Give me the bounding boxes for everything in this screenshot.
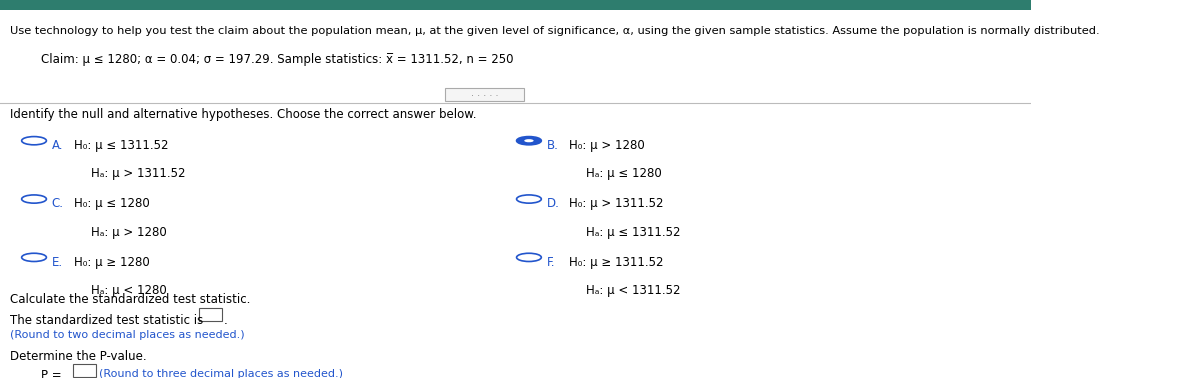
Text: .: . (223, 314, 228, 327)
Text: E.: E. (52, 256, 62, 269)
Bar (199, 308, 222, 321)
Circle shape (516, 253, 541, 262)
Text: H₀: μ > 1280: H₀: μ > 1280 (569, 139, 644, 152)
Text: Hₐ: μ < 1311.52: Hₐ: μ < 1311.52 (586, 284, 680, 297)
FancyBboxPatch shape (0, 0, 1031, 10)
Circle shape (22, 136, 47, 145)
Circle shape (516, 195, 541, 203)
Text: Calculate the standardized test statistic.: Calculate the standardized test statisti… (11, 293, 251, 307)
Text: . . . . .: . . . . . (470, 88, 498, 98)
Bar (73, 364, 96, 377)
Text: Identify the null and alternative hypotheses. Choose the correct answer below.: Identify the null and alternative hypoth… (11, 108, 476, 121)
Circle shape (516, 136, 541, 145)
Text: D.: D. (546, 197, 559, 210)
Text: B.: B. (546, 139, 558, 152)
Text: Hₐ: μ > 1311.52: Hₐ: μ > 1311.52 (91, 167, 185, 180)
Circle shape (22, 195, 47, 203)
Text: Claim: μ ≤ 1280; α = 0.04; σ = 197.29. Sample statistics: x̅ = 1311.52, n = 250: Claim: μ ≤ 1280; α = 0.04; σ = 197.29. S… (41, 53, 514, 66)
Text: Determine the P-value.: Determine the P-value. (11, 350, 146, 363)
Text: The standardized test statistic is: The standardized test statistic is (11, 314, 204, 327)
Text: P =: P = (41, 369, 62, 378)
Bar (445, 88, 523, 101)
Text: A.: A. (52, 139, 64, 152)
Circle shape (524, 139, 534, 142)
Text: Hₐ: μ ≤ 1311.52: Hₐ: μ ≤ 1311.52 (586, 226, 680, 239)
Text: C.: C. (52, 197, 64, 210)
Text: Use technology to help you test the claim about the population mean, μ, at the g: Use technology to help you test the clai… (11, 26, 1100, 36)
Text: (Round to three decimal places as needed.): (Round to three decimal places as needed… (98, 369, 343, 378)
Text: H₀: μ ≤ 1280: H₀: μ ≤ 1280 (74, 197, 150, 210)
Text: Hₐ: μ > 1280: Hₐ: μ > 1280 (91, 226, 167, 239)
Text: H₀: μ ≥ 1311.52: H₀: μ ≥ 1311.52 (569, 256, 664, 269)
Text: H₀: μ > 1311.52: H₀: μ > 1311.52 (569, 197, 664, 210)
Text: H₀: μ ≥ 1280: H₀: μ ≥ 1280 (74, 256, 150, 269)
Text: (Round to two decimal places as needed.): (Round to two decimal places as needed.) (11, 330, 245, 340)
Text: F.: F. (546, 256, 554, 269)
Circle shape (22, 253, 47, 262)
Text: Hₐ: μ < 1280: Hₐ: μ < 1280 (91, 284, 167, 297)
Text: Hₐ: μ ≤ 1280: Hₐ: μ ≤ 1280 (586, 167, 661, 180)
Text: H₀: μ ≤ 1311.52: H₀: μ ≤ 1311.52 (74, 139, 169, 152)
